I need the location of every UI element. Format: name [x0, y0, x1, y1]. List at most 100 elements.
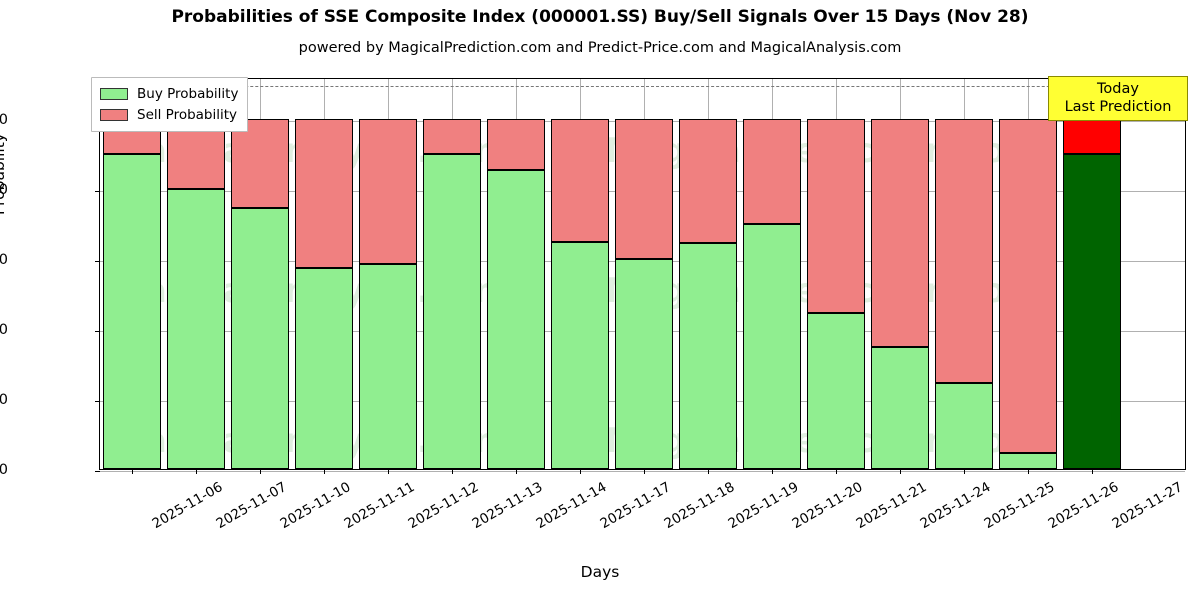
y-axis-label: Probability [0, 133, 8, 215]
bar-2025-11-06[interactable] [103, 77, 161, 469]
chart-legend[interactable]: Buy Probability Sell Probability [91, 77, 249, 132]
x-tick-label: 2025-11-17 [597, 479, 674, 533]
x-tick-label: 2025-11-14 [533, 479, 610, 533]
plot-area: MagicalAnalysis.comMagicalPrediction.com… [95, 78, 1186, 474]
bar-segment-sell[interactable] [551, 119, 609, 242]
bar-segment-buy[interactable] [935, 383, 993, 469]
x-tick-mark [1092, 469, 1094, 474]
bar-segment-sell[interactable] [679, 119, 737, 244]
y-tick-label: 60 [0, 252, 8, 268]
y-tick-mark [95, 331, 100, 333]
x-tick-label: 2025-11-27 [1109, 479, 1186, 533]
bar-2025-11-19[interactable] [679, 77, 737, 469]
bar-segment-buy[interactable] [551, 241, 609, 469]
bar-segment-sell[interactable] [231, 119, 289, 209]
bar-segment-sell[interactable] [487, 119, 545, 170]
bar-2025-11-14[interactable] [487, 77, 545, 469]
bar-2025-11-24[interactable] [871, 77, 929, 469]
bar-segment-sell[interactable] [359, 119, 417, 265]
legend-item-sell[interactable]: Sell Probability [100, 104, 238, 125]
bar-segment-sell[interactable] [807, 119, 865, 314]
reference-line [100, 86, 1185, 87]
bar-segment-sell[interactable] [615, 119, 673, 259]
y-tick-mark [95, 471, 100, 473]
bar-segment-buy[interactable] [295, 267, 353, 469]
legend-swatch-sell-icon [100, 108, 128, 121]
x-tick-mark [324, 469, 326, 474]
bar-segment-buy[interactable] [487, 169, 545, 469]
reference-line-layer [100, 79, 1185, 469]
x-tick-label: 2025-11-12 [405, 479, 482, 533]
today-annotation-line2: Last Prediction [1064, 99, 1172, 115]
bar-2025-11-17[interactable] [551, 77, 609, 469]
y-tick-label: 0 [0, 462, 8, 478]
x-tick-mark [388, 469, 390, 474]
bar-segment-buy[interactable] [423, 154, 481, 469]
y-tick-label: 100 [0, 112, 8, 128]
x-tick-label: 2025-11-07 [213, 479, 290, 533]
x-tick-label: 2025-11-25 [981, 479, 1058, 533]
y-tick-mark [95, 401, 100, 403]
x-tick-label: 2025-11-06 [149, 479, 226, 533]
bar-2025-11-20[interactable] [743, 77, 801, 469]
bar-segment-buy[interactable] [231, 208, 289, 469]
x-tick-label: 2025-11-20 [789, 479, 866, 533]
bars-layer [100, 79, 1185, 469]
x-tick-mark [1028, 469, 1030, 474]
x-tick-label: 2025-11-11 [341, 479, 418, 533]
bar-segment-buy[interactable] [871, 346, 929, 469]
bar-2025-11-26[interactable] [999, 77, 1057, 469]
bar-2025-11-27[interactable] [1063, 77, 1121, 469]
bar-segment-buy[interactable] [167, 189, 225, 469]
chart-subtitle: powered by MagicalPrediction.com and Pre… [298, 40, 902, 56]
bar-segment-buy[interactable] [1063, 154, 1121, 469]
x-tick-mark [836, 469, 838, 474]
today-annotation-line1: Today [1097, 81, 1139, 97]
bar-segment-buy[interactable] [743, 224, 801, 469]
gridline-horizontal [100, 471, 1185, 472]
bar-2025-11-10[interactable] [231, 77, 289, 469]
x-tick-mark [516, 469, 518, 474]
x-tick-mark [964, 469, 966, 474]
x-tick-mark [580, 469, 582, 474]
bar-2025-11-11[interactable] [295, 77, 353, 469]
x-tick-mark [644, 469, 646, 474]
y-tick-label: 80 [0, 182, 8, 198]
bar-2025-11-13[interactable] [423, 77, 481, 469]
bar-2025-11-12[interactable] [359, 77, 417, 469]
x-tick-label: 2025-11-24 [917, 479, 994, 533]
bar-2025-11-18[interactable] [615, 77, 673, 469]
bar-2025-11-25[interactable] [935, 77, 993, 469]
bar-segment-sell[interactable] [1063, 119, 1121, 154]
bar-segment-sell[interactable] [999, 119, 1057, 454]
bar-segment-sell[interactable] [935, 119, 993, 384]
bar-segment-sell[interactable] [871, 119, 929, 347]
x-tick-label: 2025-11-10 [277, 479, 354, 533]
bar-segment-sell[interactable] [743, 119, 801, 224]
x-tick-label: 2025-11-21 [853, 479, 930, 533]
x-tick-mark [900, 469, 902, 474]
legend-item-buy[interactable]: Buy Probability [100, 83, 238, 104]
today-last-prediction-annotation: Today Last Prediction [1048, 76, 1188, 121]
bar-segment-buy[interactable] [807, 313, 865, 469]
y-tick-mark [95, 191, 100, 193]
bar-2025-11-21[interactable] [807, 77, 865, 469]
bar-segment-buy[interactable] [615, 259, 673, 469]
x-tick-mark [772, 469, 774, 474]
x-tick-mark [132, 469, 134, 474]
bar-segment-sell[interactable] [423, 119, 481, 154]
bar-segment-sell[interactable] [295, 119, 353, 268]
bar-segment-buy[interactable] [999, 453, 1057, 469]
bar-segment-buy[interactable] [359, 264, 417, 469]
bar-2025-11-07[interactable] [167, 77, 225, 469]
x-axis-label: Days [580, 563, 620, 581]
x-tick-mark [452, 469, 454, 474]
y-tick-label: 20 [0, 392, 8, 408]
bar-segment-buy[interactable] [103, 154, 161, 469]
bar-segment-buy[interactable] [679, 243, 737, 469]
y-tick-label: 40 [0, 322, 8, 338]
x-tick-label: 2025-11-18 [661, 479, 738, 533]
x-tick-label: 2025-11-13 [469, 479, 546, 533]
legend-label: Sell Probability [137, 106, 238, 123]
